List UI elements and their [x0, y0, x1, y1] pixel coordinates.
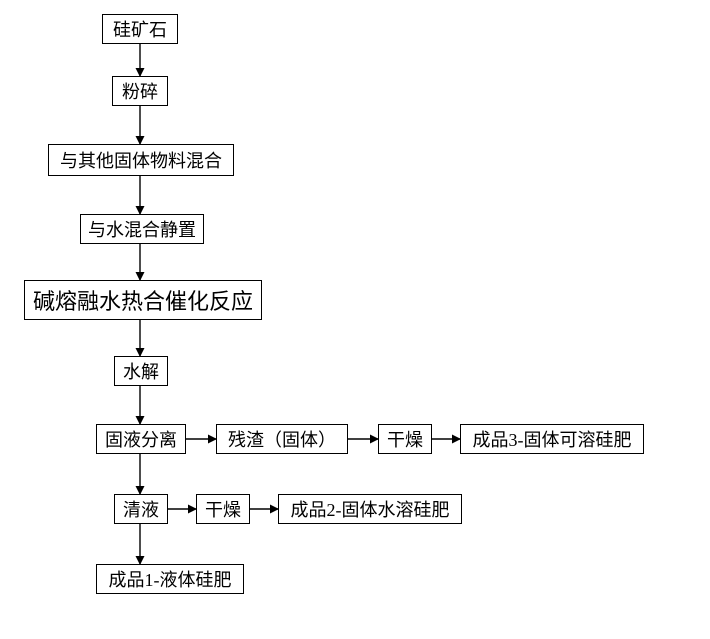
flownode-n2: 粉碎 — [112, 76, 168, 106]
flownode-n10: 成品3-固体可溶硅肥 — [460, 424, 644, 454]
flownode-n3: 与其他固体物料混合 — [48, 144, 234, 176]
flownode-n4: 与水混合静置 — [80, 214, 204, 244]
flownode-n8: 残渣（固体） — [216, 424, 348, 454]
flownode-n1: 硅矿石 — [102, 14, 178, 44]
flownode-n7: 固液分离 — [96, 424, 186, 454]
flownode-n13: 成品2-固体水溶硅肥 — [278, 494, 462, 524]
flownode-n5: 碱熔融水热合催化反应 — [24, 280, 262, 320]
flownode-n9: 干燥 — [378, 424, 432, 454]
flownode-n14: 成品1-液体硅肥 — [96, 564, 244, 594]
flownode-n11: 清液 — [114, 494, 168, 524]
flownode-n6: 水解 — [114, 356, 168, 386]
flownode-n12: 干燥 — [196, 494, 250, 524]
